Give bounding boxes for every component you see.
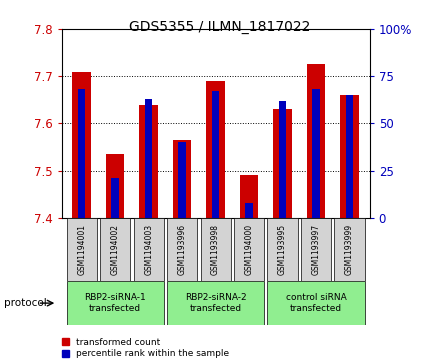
Text: GSM1193997: GSM1193997: [312, 224, 320, 275]
Bar: [206, 81, 225, 218]
Text: GSM1193998: GSM1193998: [211, 224, 220, 275]
Bar: [273, 109, 292, 218]
Bar: [240, 175, 258, 218]
Text: GSM1193999: GSM1193999: [345, 224, 354, 275]
Text: RBP2-siRNA-1
transfected: RBP2-siRNA-1 transfected: [84, 293, 146, 313]
Text: GSM1194001: GSM1194001: [77, 224, 86, 275]
Text: GSM1194003: GSM1194003: [144, 224, 153, 275]
Bar: [66, 281, 164, 325]
Bar: [66, 218, 97, 281]
Text: GSM1193995: GSM1193995: [278, 224, 287, 275]
Bar: [167, 281, 264, 325]
Text: GDS5355 / ILMN_1817022: GDS5355 / ILMN_1817022: [129, 20, 311, 34]
Bar: [173, 140, 191, 218]
Bar: [73, 72, 91, 218]
Bar: [268, 281, 365, 325]
Text: RBP2-siRNA-2
transfected: RBP2-siRNA-2 transfected: [185, 293, 246, 313]
Bar: [179, 142, 186, 218]
Legend: transformed count, percentile rank within the sample: transformed count, percentile rank withi…: [62, 338, 229, 359]
Bar: [246, 203, 253, 218]
Bar: [301, 218, 331, 281]
Text: control siRNA
transfected: control siRNA transfected: [286, 293, 346, 313]
Bar: [111, 178, 119, 218]
Bar: [134, 218, 164, 281]
Bar: [145, 99, 152, 218]
Text: GSM1194002: GSM1194002: [111, 224, 120, 275]
Bar: [212, 91, 219, 218]
Bar: [279, 101, 286, 218]
Text: GSM1193996: GSM1193996: [178, 224, 187, 275]
Bar: [334, 218, 365, 281]
Bar: [234, 218, 264, 281]
Bar: [307, 65, 325, 218]
Bar: [139, 105, 158, 218]
Bar: [312, 89, 320, 218]
Bar: [346, 95, 353, 218]
Bar: [268, 218, 297, 281]
Text: GSM1194000: GSM1194000: [245, 224, 253, 275]
Bar: [100, 218, 130, 281]
Text: protocol: protocol: [4, 298, 47, 308]
Bar: [340, 95, 359, 218]
Bar: [201, 218, 231, 281]
Bar: [78, 89, 85, 218]
Bar: [106, 154, 125, 218]
Bar: [167, 218, 197, 281]
